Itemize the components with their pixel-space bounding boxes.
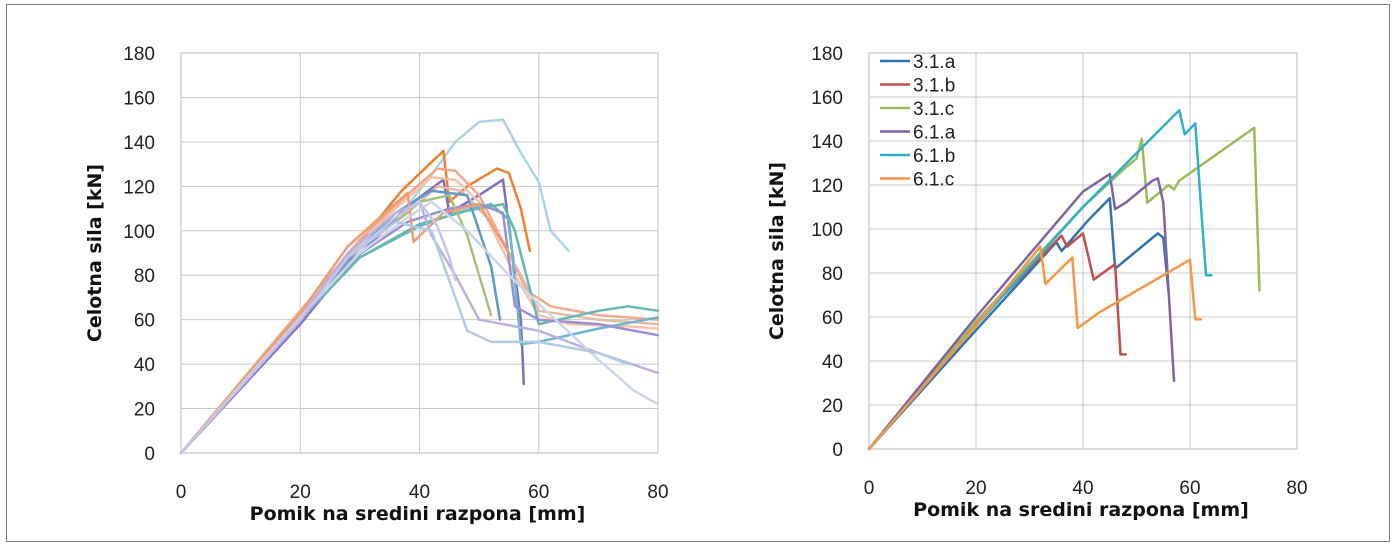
x-tick-label: 20 (290, 482, 311, 503)
series-line-0-13 (179, 200, 660, 455)
x-tick-label: 80 (1286, 478, 1307, 499)
y-tick-label: 80 (134, 266, 155, 287)
y-tick-label: 160 (811, 88, 843, 109)
x-tick-label: 60 (528, 482, 549, 503)
y-tick-label: 120 (123, 177, 155, 198)
legend-label: 6.1.a (913, 123, 956, 144)
series-line-0-0 (179, 118, 570, 455)
series-line-0-10 (179, 189, 502, 455)
x-tick-label: 40 (1072, 478, 1093, 499)
series-line-0-15 (179, 200, 457, 455)
y-axis-label: Celotna sila [kN] (766, 162, 788, 340)
legend-label: 6.1.c (913, 170, 954, 191)
series-line-1-4 (867, 108, 1213, 451)
legend: 3.1.a 3.1.b3.1.c 6.1.a6.1.b 6.1.c (880, 52, 956, 191)
series-line-0-7 (179, 202, 660, 455)
series-line-1-1 (867, 232, 1128, 451)
y-tick-label: 40 (134, 355, 155, 376)
y-tick-label: 180 (811, 44, 843, 65)
series-line-0-2 (179, 178, 526, 455)
y-tick-label: 120 (811, 176, 843, 197)
x-tick-label: 40 (409, 482, 430, 503)
x-tick-label: 0 (864, 478, 875, 499)
y-tick-label: 0 (832, 440, 843, 461)
y-tick-label: 0 (144, 444, 155, 465)
y-tick-label: 100 (123, 222, 155, 243)
x-tick-label: 20 (965, 478, 986, 499)
x-axis-label: Pomik na sredini razpona [mm] (913, 499, 1249, 521)
x-tick-label: 80 (647, 482, 668, 503)
y-tick-label: 100 (811, 220, 843, 241)
plot-area (868, 52, 1298, 450)
y-tick-label: 20 (134, 400, 155, 421)
y-tick-label: 20 (822, 396, 843, 417)
left-chart: 0 20 40 60 80 100 120 140 160 180 0 20 40 60 80 Pomik n… (84, 44, 669, 525)
y-tick-label: 140 (123, 133, 155, 154)
y-tick-label: 80 (822, 264, 843, 285)
y-tick-label: 60 (134, 311, 155, 332)
series-line-1-0 (867, 196, 1170, 451)
plot-area (180, 52, 659, 454)
y-tick-label: 180 (123, 44, 155, 65)
series-line-0-9 (179, 193, 493, 455)
legend-label: 3.1.c (913, 99, 954, 120)
y-tick-label: 60 (822, 308, 843, 329)
series-line-1-3 (867, 172, 1176, 451)
x-axis-label: Pomik na sredini razpona [mm] (250, 503, 586, 525)
series-line-1-5 (867, 245, 1202, 451)
series-line-0-11 (179, 191, 511, 455)
legend-label: 6.1.b (913, 146, 955, 167)
y-tick-label: 40 (822, 352, 843, 373)
right-chart: 0 20 40 60 80 100 120 140 160 180 0 20 40 60 80 Pomik n… (766, 44, 1308, 521)
y-axis-label: Celotna sila [kN] (84, 164, 106, 342)
x-tick-label: 0 (176, 482, 187, 503)
y-tick-label: 160 (123, 88, 155, 109)
legend-label: 3.1.a (913, 52, 956, 73)
series-line-0-12 (179, 200, 660, 455)
x-tick-label: 60 (1179, 478, 1200, 499)
legend-label: 3.1.b (913, 76, 955, 97)
y-tick-label: 140 (811, 132, 843, 153)
